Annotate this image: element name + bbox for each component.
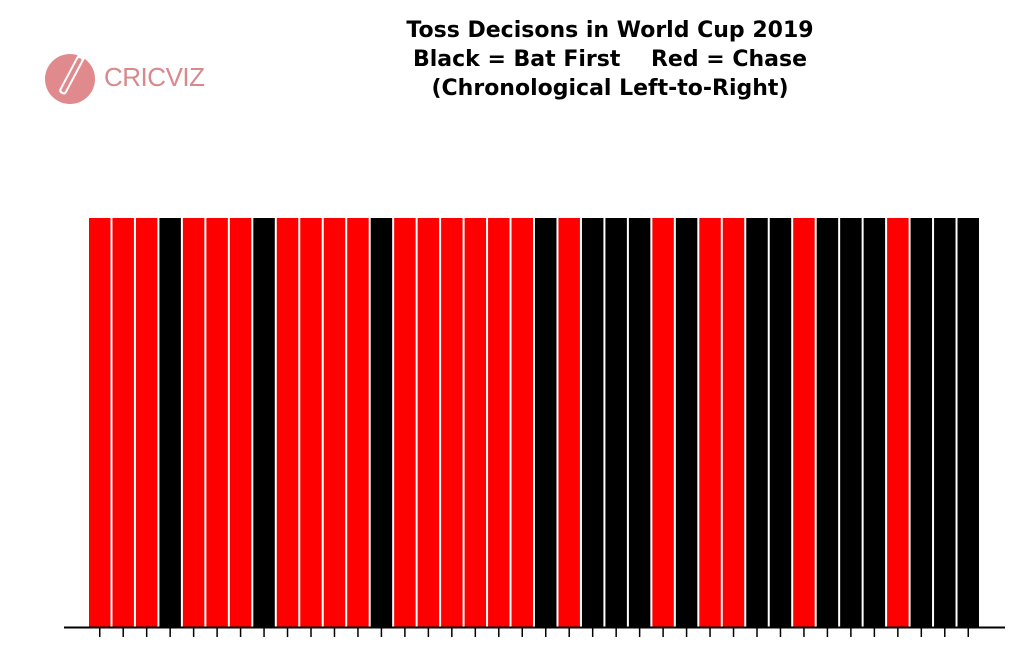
bar-match-14-chase bbox=[394, 218, 416, 627]
bar-match-28-chase bbox=[722, 218, 745, 627]
bar-match-16-chase bbox=[441, 218, 463, 627]
bar-match-30-bat-first bbox=[769, 218, 792, 627]
bar-match-26-bat-first bbox=[675, 218, 698, 627]
bar-match-12-chase bbox=[347, 218, 369, 627]
bar-match-3-chase bbox=[135, 218, 158, 627]
bar-match-36-bat-first bbox=[910, 218, 933, 627]
bar-match-19-chase bbox=[511, 218, 533, 627]
bar-match-6-chase bbox=[206, 218, 228, 627]
logo-text-part1: CRIC bbox=[104, 62, 166, 92]
bar-match-13-bat-first bbox=[370, 218, 393, 627]
bar-match-21-chase bbox=[558, 218, 580, 627]
bar-match-24-bat-first bbox=[628, 218, 651, 627]
bar-match-23-bat-first bbox=[605, 218, 627, 627]
bar-match-2-chase bbox=[112, 218, 134, 627]
bar-match-27-chase bbox=[699, 218, 721, 627]
bar-match-10-chase bbox=[300, 218, 322, 627]
logo-text-part2: VIZ bbox=[165, 62, 205, 92]
bar-match-7-chase bbox=[229, 218, 252, 627]
bar-match-18-chase bbox=[488, 218, 510, 627]
cricviz-logo-text: CRICVIZ bbox=[104, 62, 205, 93]
chart-title: Toss Decisons in World Cup 2019 bbox=[406, 18, 814, 43]
chart-title-block: Toss Decisons in World Cup 2019 Black = … bbox=[380, 16, 840, 103]
bar-match-31-chase bbox=[793, 218, 815, 627]
chart-legend-line: Black = Bat First Red = Chase bbox=[412, 47, 808, 72]
chart-subtitle: (Chronological Left-to-Right) bbox=[431, 76, 789, 101]
bar-match-1-chase bbox=[89, 218, 111, 627]
bar-match-22-bat-first bbox=[581, 218, 604, 627]
bar-match-17-chase bbox=[464, 218, 487, 627]
bar-match-8-bat-first bbox=[253, 218, 275, 627]
bar-match-9-chase bbox=[276, 218, 299, 627]
bar-match-35-chase bbox=[887, 218, 909, 627]
bar-match-11-chase bbox=[323, 218, 346, 627]
bar-match-32-bat-first bbox=[816, 218, 839, 627]
bar-match-33-bat-first bbox=[840, 218, 862, 627]
bar-match-20-bat-first bbox=[535, 218, 557, 627]
cricket-bat-icon bbox=[45, 45, 95, 104]
cricviz-logo: CRICVIZ bbox=[42, 45, 262, 108]
bar-match-5-chase bbox=[182, 218, 205, 627]
bar-match-4-bat-first bbox=[159, 218, 181, 627]
bar-match-29-bat-first bbox=[746, 218, 768, 627]
bar-match-15-chase bbox=[417, 218, 440, 627]
bar-match-25-chase bbox=[652, 218, 674, 627]
bar-match-38-bat-first bbox=[957, 218, 979, 627]
bar-match-34-bat-first bbox=[863, 218, 886, 627]
bar-match-37-bat-first bbox=[934, 218, 956, 627]
